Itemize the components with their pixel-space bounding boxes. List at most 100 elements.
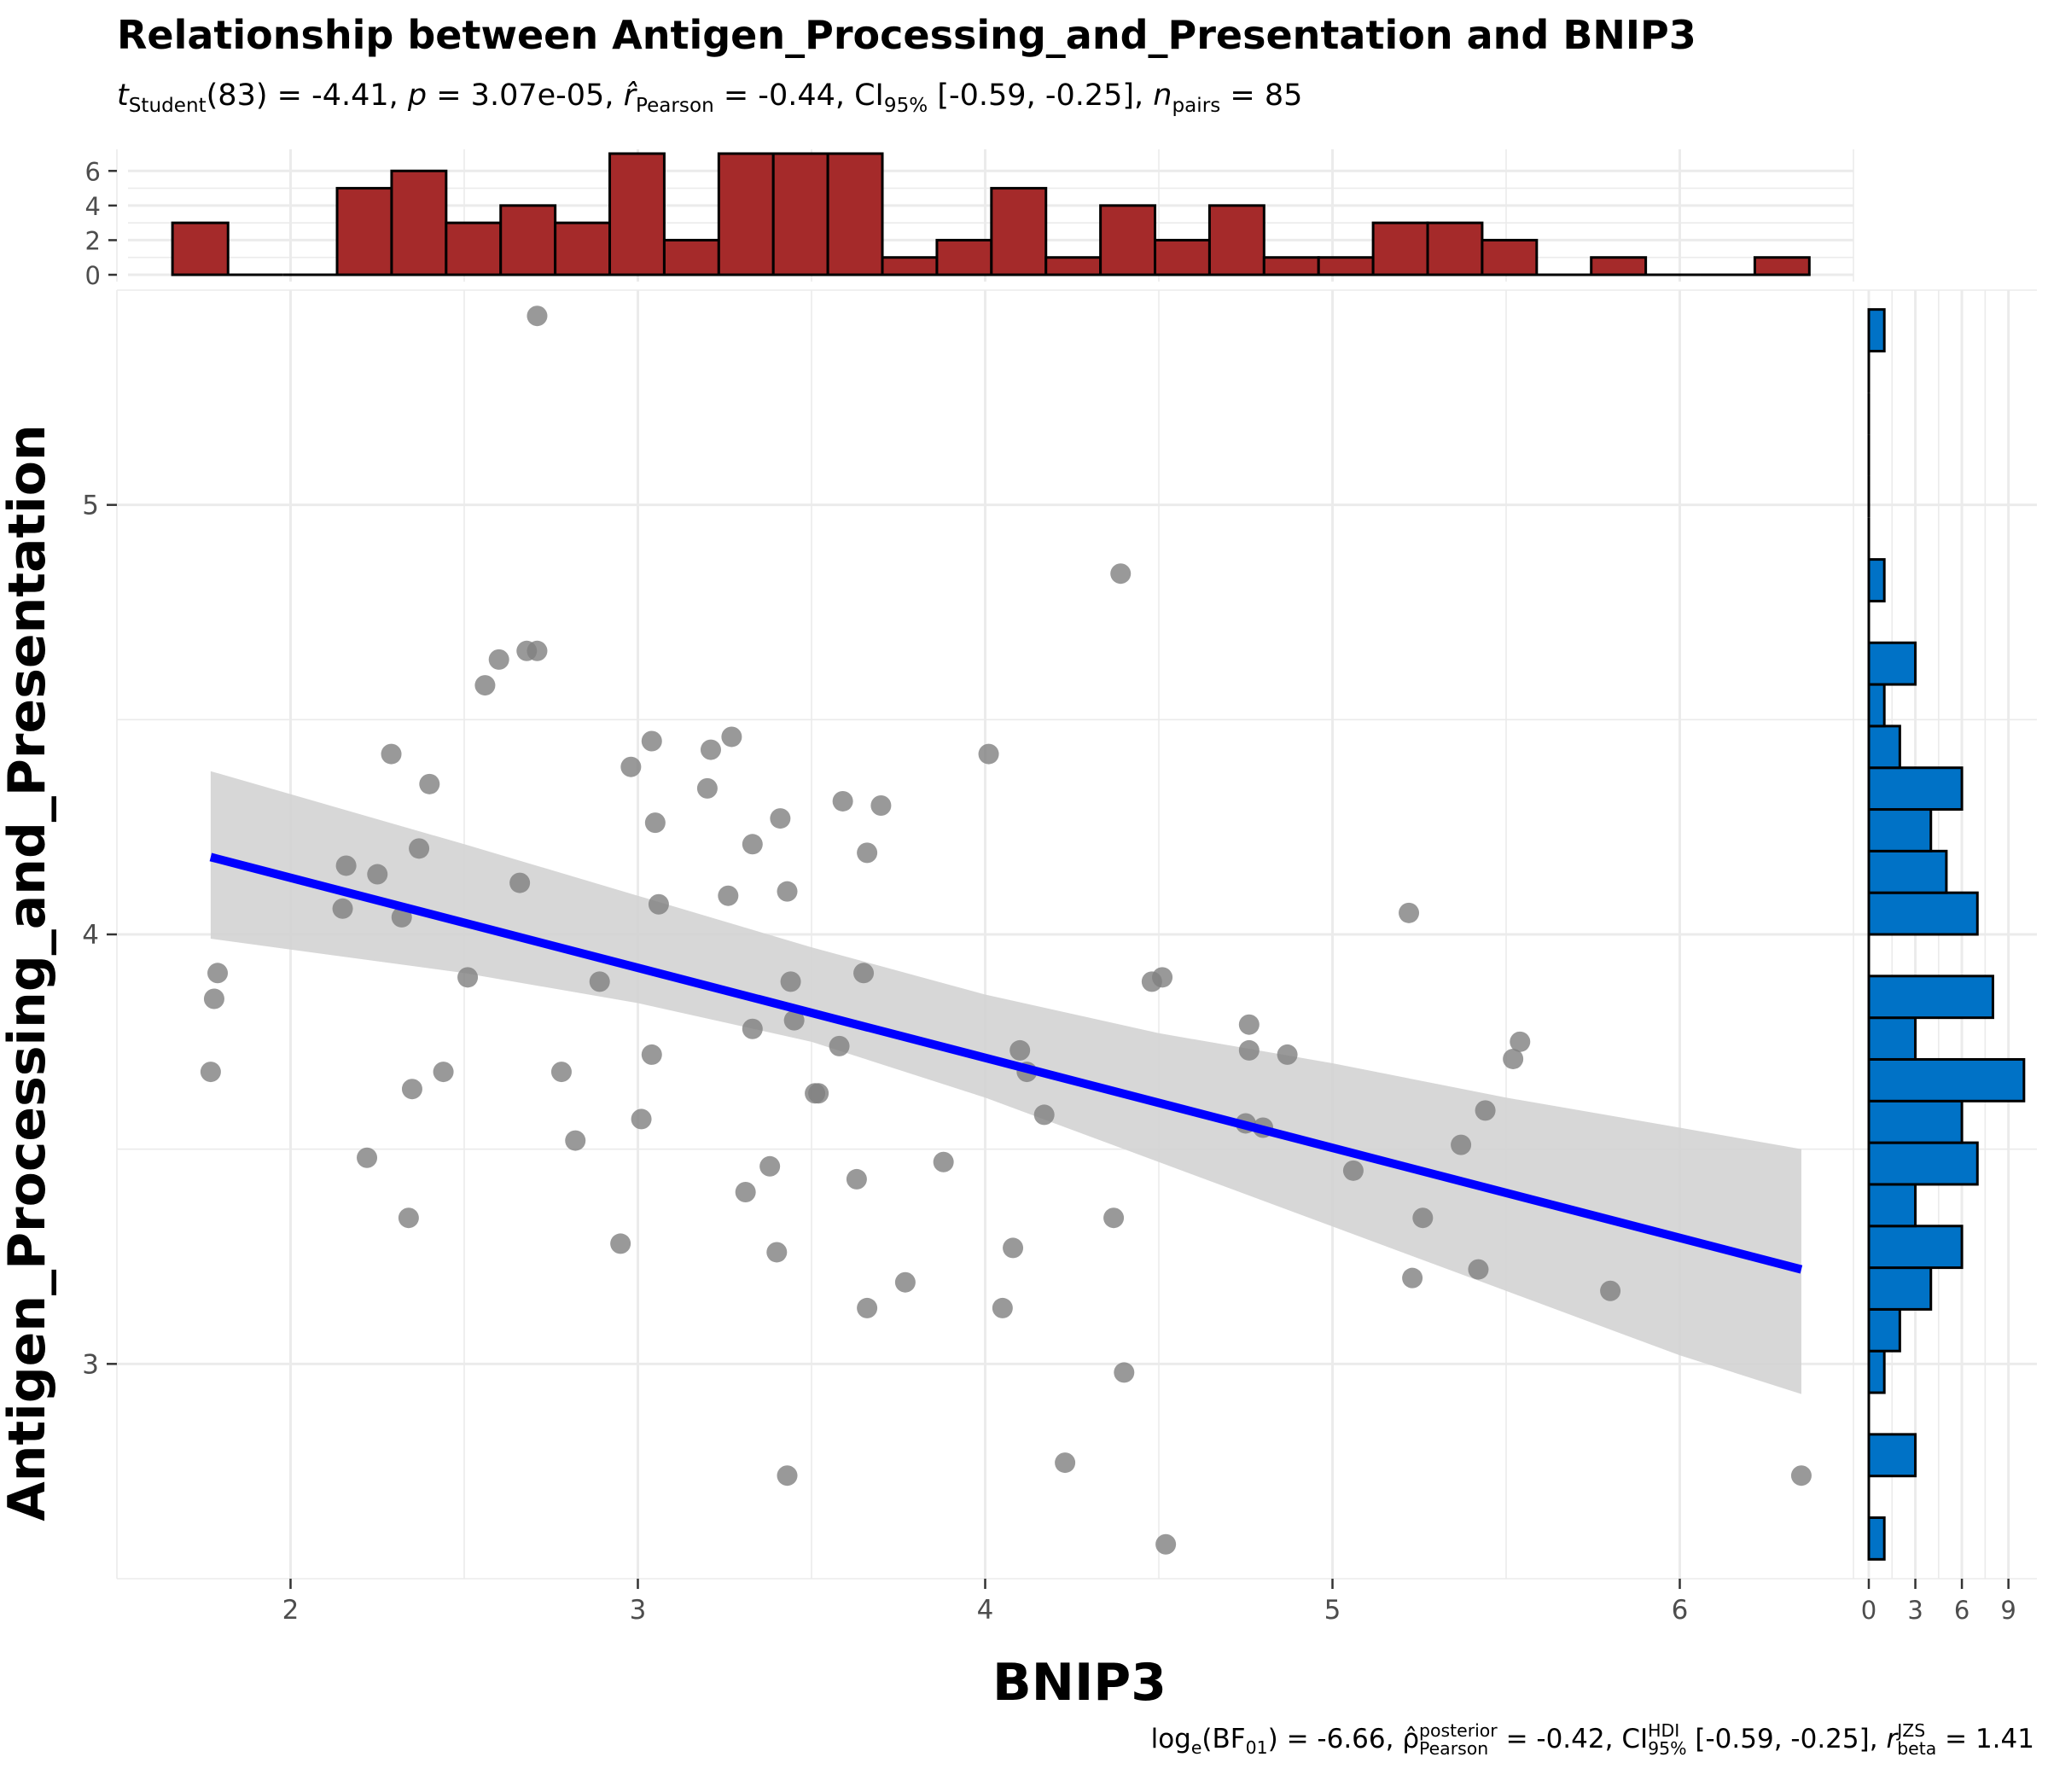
y-tick-label: 5 [82, 491, 99, 521]
x-hist-bar [499, 204, 557, 276]
y-hist-bar [1867, 849, 1948, 894]
data-point [433, 1062, 454, 1083]
x-hist-bar [662, 238, 720, 276]
data-point [474, 675, 496, 696]
data-point [401, 1079, 422, 1100]
data-point [1155, 1533, 1177, 1555]
data-point [808, 1083, 829, 1104]
y-hist-bar [1867, 1057, 2026, 1103]
data-point [766, 1242, 788, 1263]
x-hist-bar [1753, 256, 1811, 276]
x-hist-bar [1590, 256, 1648, 276]
y-hist-bar [1867, 1307, 1901, 1353]
data-point [398, 1207, 419, 1229]
y-hist-bar [1867, 891, 1979, 936]
data-point [1342, 1160, 1364, 1181]
data-point [1451, 1134, 1472, 1155]
data-point [1402, 1267, 1423, 1289]
y-hist-bar [1867, 1266, 1933, 1311]
x-hist-bar [1317, 256, 1375, 276]
y-tick-label: 4 [82, 920, 99, 951]
data-point [721, 726, 742, 748]
data-point [718, 885, 739, 906]
top-hist-tick-label: 2 [85, 226, 101, 255]
data-point [1600, 1280, 1621, 1301]
data-point [335, 855, 357, 876]
data-point [696, 777, 718, 799]
data-point [641, 730, 662, 752]
data-point [829, 1035, 850, 1056]
y-hist-bar [1867, 683, 1886, 728]
y-hist-bar [1867, 1516, 1886, 1561]
data-point [1003, 1237, 1024, 1259]
right-hist-tick-label: 9 [2000, 1596, 2016, 1625]
data-point [777, 881, 798, 902]
data-point [332, 898, 353, 919]
regression-line [209, 852, 1803, 1274]
y-hist-bar [1867, 975, 1994, 1020]
data-point [1277, 1044, 1298, 1065]
x-hist-bar [990, 187, 1048, 276]
y-axis-label: Antigen_Processing_and_Presentation [0, 424, 57, 1521]
data-point [488, 649, 509, 670]
x-hist-bar [445, 221, 503, 276]
x-tick-label: 4 [977, 1595, 994, 1626]
data-point [759, 1155, 781, 1177]
data-point [770, 808, 791, 829]
right-histogram-panel: 0 3 6 9 [1861, 290, 2026, 1625]
x-tick-label: 2 [282, 1595, 300, 1626]
right-hist-tick-label: 3 [1907, 1596, 1923, 1625]
data-point [644, 812, 666, 834]
data-point [832, 790, 853, 812]
data-point [742, 834, 763, 855]
data-point [700, 739, 721, 760]
main-scatter-panel: 2 3 4 5 6 3 4 5 [82, 289, 2037, 1626]
data-point [631, 1108, 652, 1130]
x-hist-bar [826, 152, 884, 276]
data-point [857, 1297, 878, 1318]
data-point [1475, 1100, 1496, 1121]
x-hist-bar [1426, 221, 1484, 276]
top-hist-tick-label: 4 [85, 192, 101, 221]
data-point [783, 1009, 805, 1031]
data-point [780, 971, 801, 992]
data-point [1790, 1465, 1812, 1487]
data-point [933, 1151, 954, 1172]
x-hist-bar [1044, 256, 1103, 276]
data-point [550, 1062, 572, 1083]
data-point [735, 1182, 756, 1202]
x-hist-bar [1207, 204, 1265, 276]
data-point [1238, 1039, 1260, 1061]
data-point [894, 1271, 916, 1293]
confidence-band [210, 771, 1801, 1394]
x-hist-bar [608, 152, 666, 276]
data-point [1009, 1039, 1031, 1061]
frequentist-stats-subtitle: tStudent(83) = -4.41, p = 3.07e-05, r̂Pe… [117, 79, 1303, 117]
chart-title: Relationship between Antigen_Processing_… [117, 12, 1696, 58]
y-tick-label: 3 [82, 1349, 99, 1380]
y-hist-bar [1867, 766, 1964, 812]
x-hist-bar [717, 152, 775, 276]
top-hist-tick-label: 6 [85, 157, 101, 186]
right-hist-tick-label: 6 [1954, 1596, 1969, 1625]
y-hist-bar [1867, 641, 1917, 686]
data-point [207, 963, 229, 984]
x-axis-label: BNIP3 [992, 1653, 1167, 1713]
x-hist-bar [881, 256, 939, 276]
y-hist-bar [1867, 1141, 1979, 1186]
data-point [1114, 1362, 1135, 1383]
x-hist-bar [390, 169, 448, 276]
y-hist-bar [1867, 1349, 1886, 1394]
y-hist-bar [1867, 1183, 1917, 1228]
data-point [527, 640, 548, 661]
x-tick-label: 6 [1672, 1595, 1689, 1626]
data-point [509, 872, 531, 893]
y-hist-bar [1867, 1099, 1964, 1144]
data-point [1103, 1207, 1125, 1229]
y-hist-bar [1867, 1225, 1964, 1270]
data-point [648, 893, 669, 915]
y-hist-bar [1867, 558, 1886, 602]
x-hist-bar [171, 221, 230, 276]
x-hist-bar [1154, 238, 1211, 276]
